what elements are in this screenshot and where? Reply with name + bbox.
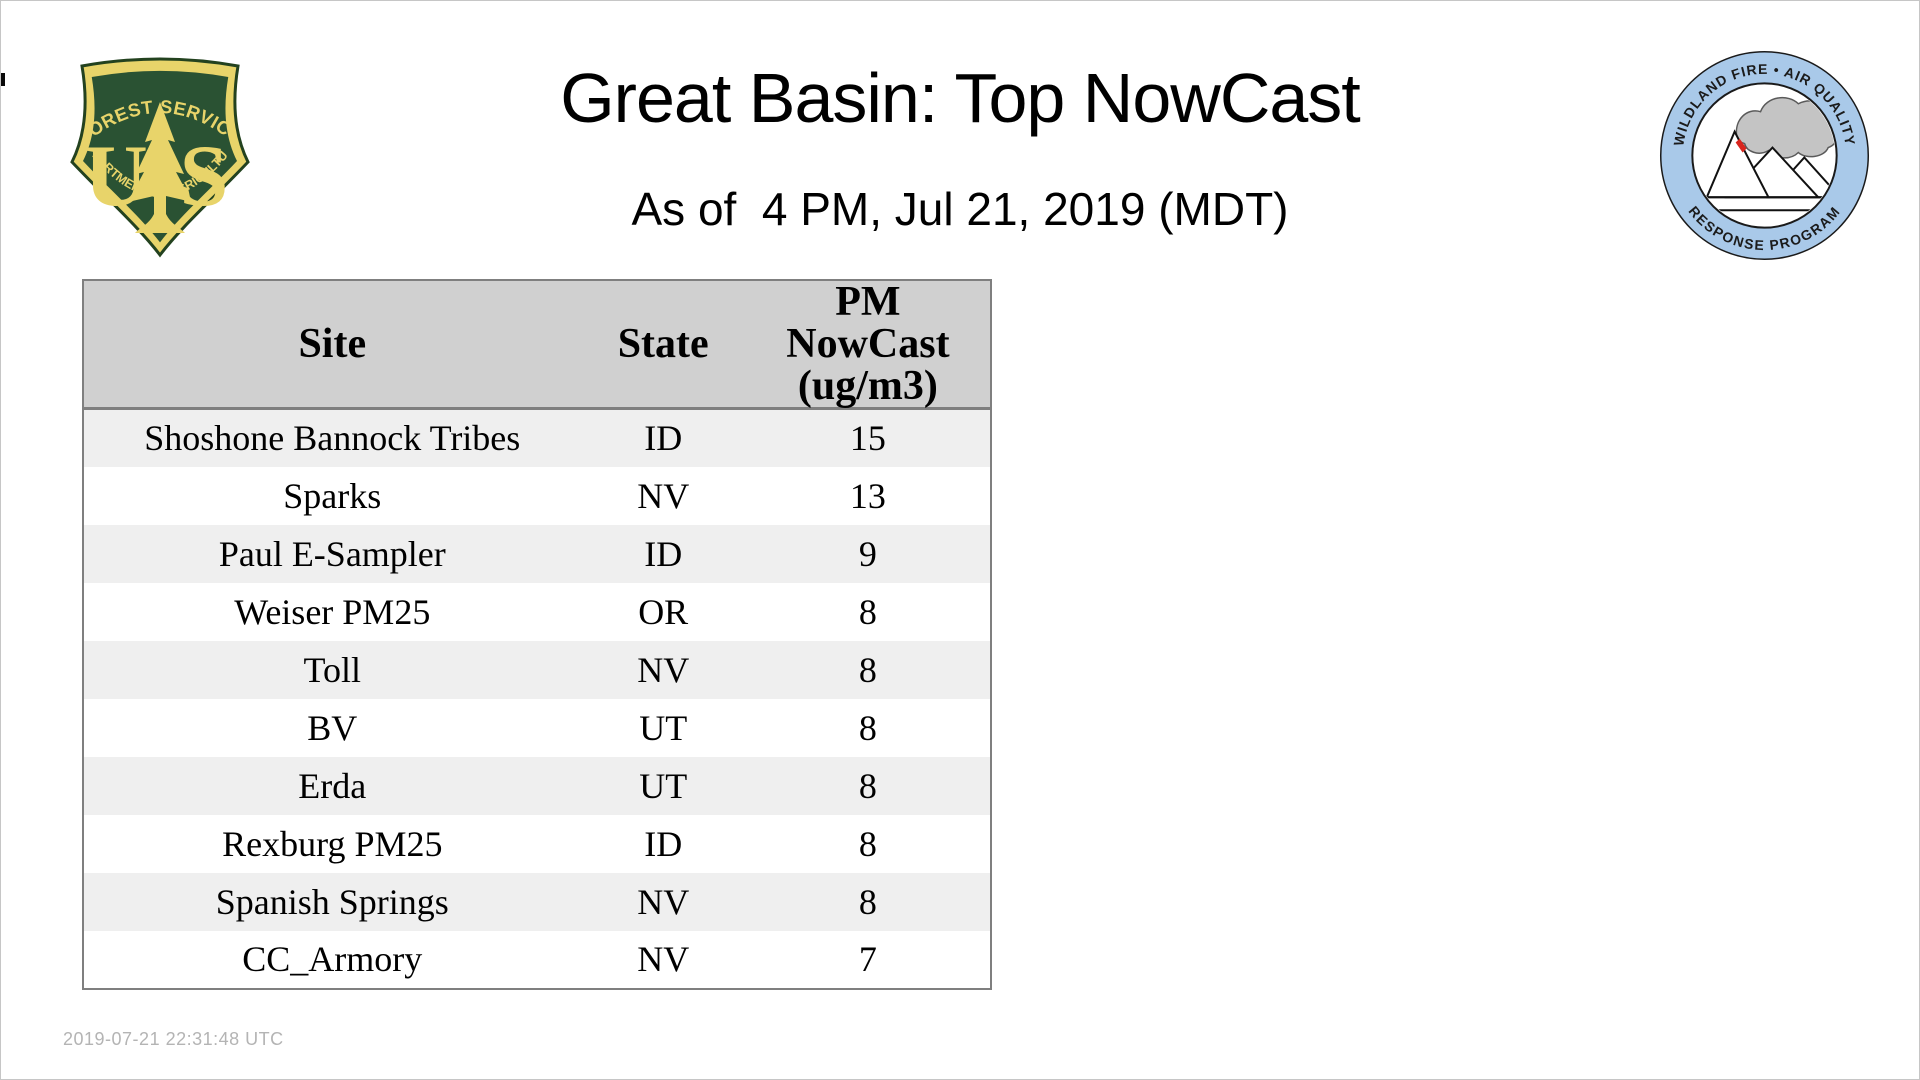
site-cell: Erda [298, 765, 367, 806]
state-cell: ID [644, 533, 683, 574]
usfs-letter-s: S [180, 128, 229, 225]
generation-timestamp: 2019-07-21 22:31:48 UTC [63, 1029, 284, 1049]
site-cell: Toll [303, 649, 362, 690]
state-cell: ID [644, 823, 683, 864]
table-row: Shoshone Bannock Tribes ID 15 [83, 408, 991, 467]
usfs-logo: FOREST SERVICE U S DEPARTMENT OF AGRICUL… [68, 50, 250, 258]
site-cell: Spanish Springs [215, 881, 449, 922]
table-row: Toll NV 8 [83, 640, 991, 699]
table-row: Spanish Springs NV 8 [83, 872, 991, 931]
col-header-state: State [580, 280, 746, 410]
table-row: Weiser PM25 OR 8 [83, 582, 991, 641]
table-row: Sparks NV 13 [83, 466, 991, 525]
state-cell: NV [637, 939, 690, 979]
state-cell: ID [644, 418, 683, 459]
pm-value-cell: 13 [849, 475, 886, 516]
pm-value-cell: 8 [858, 649, 877, 690]
state-cell: UT [639, 707, 688, 748]
pm-value-cell: 7 [858, 939, 877, 979]
pm-value-cell: 8 [858, 823, 877, 864]
table-row: Erda UT 8 [83, 756, 991, 815]
nowcast-table-container: Site State PM NowCast (ug/m3) Shoshone B… [82, 279, 992, 990]
page-title: Great Basin: Top NowCast [560, 59, 1361, 137]
table-row: Rexburg PM25 ID 8 [83, 814, 991, 873]
site-cell: Rexburg PM25 [222, 823, 443, 864]
site-cell: Paul E-Sampler [218, 533, 446, 574]
col-header-pm-nowcast: PM NowCast (ug/m3) [745, 280, 991, 410]
site-cell: Shoshone Bannock Tribes [144, 418, 521, 459]
state-cell: NV [637, 649, 690, 690]
site-cell: Weiser PM25 [234, 591, 431, 632]
pm-value-cell: 15 [849, 418, 886, 459]
page-subtitle: As of 4 PM, Jul 21, 2019 (MDT) [631, 183, 1289, 235]
state-cell: NV [637, 881, 690, 922]
site-cell: BV [307, 707, 358, 748]
site-cell: Sparks [283, 475, 382, 516]
smoke-plume-icon [1735, 96, 1836, 159]
state-cell: OR [638, 591, 689, 632]
table-row: Paul E-Sampler ID 9 [83, 524, 991, 583]
pine-tree-icon [128, 102, 192, 233]
pm-value-cell: 8 [858, 707, 877, 748]
nowcast-table: Site State PM NowCast (ug/m3) Shoshone B… [82, 279, 992, 990]
table-header-row: Site State PM NowCast (ug/m3) [83, 280, 991, 410]
table-row: CC_Armory NV 7 [83, 930, 991, 989]
pm-value-cell: 8 [858, 591, 877, 632]
flame-icon [1735, 138, 1747, 153]
col-header-site: Site [83, 280, 581, 410]
wfaqrp-logo: WILDLAND FIRE • AIR QUALITY RESPONSE PRO… [1659, 50, 1870, 261]
state-cell: UT [639, 765, 688, 806]
pm-value-cell: 9 [858, 533, 877, 574]
state-cell: NV [637, 475, 690, 516]
screen-edge-artifact [1, 73, 5, 86]
site-cell: CC_Armory [242, 939, 423, 979]
pm-value-cell: 8 [858, 765, 877, 806]
table-row: BV UT 8 [83, 698, 991, 757]
wfaqrp-blue-ring [1661, 52, 1868, 259]
usfs-letter-u: U [84, 128, 148, 225]
pm-value-cell: 8 [858, 881, 877, 922]
